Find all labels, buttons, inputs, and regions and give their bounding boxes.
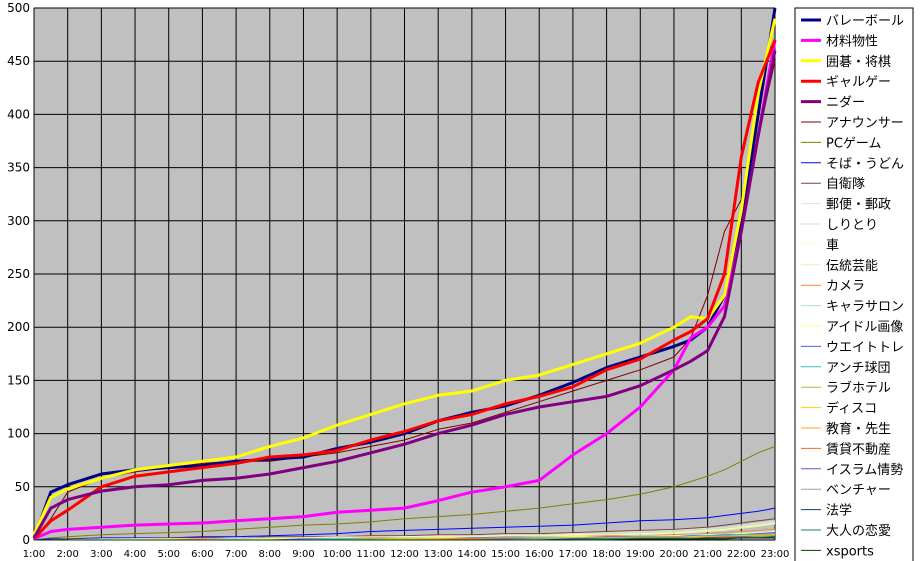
legend-label: 囲碁・将棋	[826, 55, 891, 70]
y-tick-label: 250	[7, 267, 30, 281]
y-tick-label: 500	[7, 1, 30, 15]
x-tick-label: 13:00	[424, 549, 453, 560]
legend-label: ギャルゲー	[826, 75, 891, 90]
series-line-3	[32, 39, 777, 540]
axes: 0 50 100 150 200 250 300 350 400 450 500 1:00 2:00 3:…	[7, 1, 789, 560]
y-tick-label: 0	[22, 533, 30, 547]
x-tick-label: 18:00	[592, 549, 621, 560]
legend-label: 大人の恋愛	[826, 523, 891, 539]
series-line-26	[34, 537, 775, 541]
legend-label: 自衛隊	[826, 176, 865, 192]
legend-label: そば・うどん	[826, 157, 904, 172]
legend-label: バレーボール	[826, 14, 904, 29]
x-tick-label: 15:00	[491, 549, 520, 560]
x-tick-label: 11:00	[356, 549, 385, 560]
series-lines	[32, 7, 777, 541]
x-tick-label: 7:00	[225, 549, 247, 560]
x-tick-label: 19:00	[626, 549, 655, 560]
legend-label: 車	[826, 238, 839, 253]
legend-label: ニダー	[826, 96, 865, 111]
y-tick-label: 50	[15, 480, 30, 494]
x-tick-label: 21:00	[693, 549, 722, 560]
y-tick-label: 400	[7, 107, 30, 121]
legend-label: しりとり	[826, 218, 878, 233]
legend-label: PCゲーム	[826, 136, 882, 151]
legend-label: 伝統芸能	[826, 258, 878, 274]
x-tick-label: 3:00	[90, 549, 112, 560]
x-tick-label: 20:00	[660, 549, 689, 560]
x-tick-label: 10:00	[323, 549, 352, 560]
y-tick-label: 100	[7, 427, 30, 441]
series-line-1	[33, 39, 777, 541]
series-line-2	[32, 18, 777, 536]
legend-label: ラブホテル	[826, 380, 891, 396]
legend-label: アンチ球団	[826, 361, 890, 376]
legend-label: 法学	[826, 503, 852, 519]
x-tick-label: 6:00	[191, 549, 213, 560]
y-tick-label: 350	[7, 161, 30, 175]
legend-label: 教育・先生	[826, 421, 891, 437]
legend-label: ベンチャー	[826, 483, 891, 498]
x-tick-label: 16:00	[525, 549, 554, 560]
x-tick-label: 14:00	[457, 549, 486, 560]
x-tick-label: 12:00	[390, 549, 419, 560]
x-tick-label: 1:00	[23, 549, 45, 560]
y-tick-label: 150	[7, 373, 30, 387]
legend-label: 材料物性	[826, 34, 878, 49]
legend-label: カメラ	[826, 279, 865, 294]
x-tick-label: 8:00	[259, 549, 281, 560]
legend-label: ウエイトトレ	[826, 340, 904, 355]
legend-label: 賃貸不動産	[826, 441, 891, 457]
x-tick-label: 4:00	[124, 549, 146, 560]
legend-label: アナウンサー	[826, 116, 904, 131]
y-tick-label: 450	[7, 54, 30, 68]
legend-label: アイドル画像	[826, 320, 903, 335]
legend-label: ディスコ	[826, 401, 877, 417]
x-tick-label: 5:00	[157, 549, 179, 560]
legend-label: 郵便・郵政	[826, 198, 891, 213]
y-tick-label: 300	[7, 214, 30, 228]
legend-label: xsports	[826, 544, 874, 559]
x-tick-label: 17:00	[558, 549, 587, 560]
x-tick-label: 2:00	[56, 549, 78, 560]
x-tick-label: 23:00	[761, 549, 790, 560]
x-tick-label: 22:00	[727, 549, 756, 560]
series-line-4	[32, 50, 777, 539]
series-line-6	[33, 445, 776, 541]
series-line-7	[33, 507, 776, 541]
x-tick-label: 9:00	[292, 549, 314, 560]
legend-label: イスラム情勢	[826, 463, 903, 478]
legend-label: キャラサロン	[826, 300, 904, 315]
y-tick-label: 200	[7, 320, 30, 334]
